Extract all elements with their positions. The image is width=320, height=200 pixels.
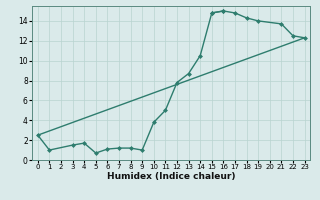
X-axis label: Humidex (Indice chaleur): Humidex (Indice chaleur)	[107, 172, 236, 181]
